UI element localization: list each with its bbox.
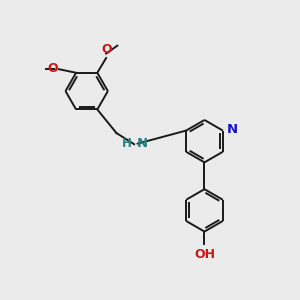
Text: H: H [122, 137, 132, 150]
Text: OH: OH [194, 248, 215, 261]
Text: O: O [101, 43, 112, 56]
Text: O: O [47, 61, 58, 74]
Text: N: N [227, 123, 238, 136]
Text: N: N [137, 137, 148, 150]
